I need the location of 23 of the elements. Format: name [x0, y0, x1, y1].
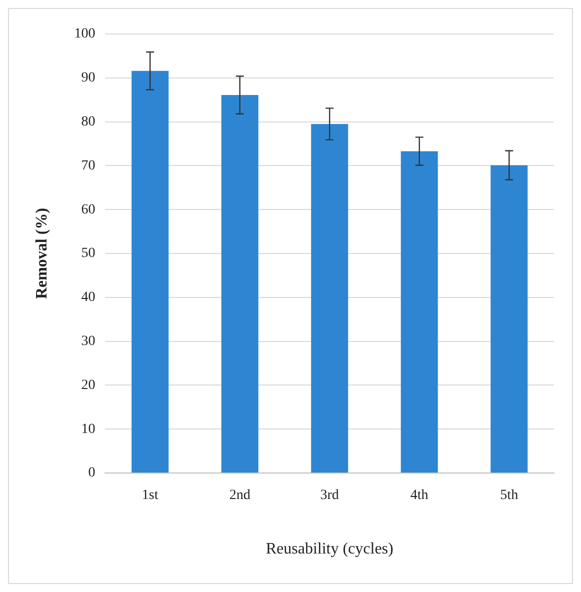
- bar: [490, 165, 528, 472]
- y-tick-label: 40: [81, 290, 96, 306]
- x-tick-label: 5th: [500, 488, 518, 504]
- y-tick-label: 90: [81, 70, 96, 86]
- y-tick-label: 0: [88, 466, 96, 481]
- bar: [221, 95, 258, 472]
- y-tick-label: 30: [81, 334, 96, 349]
- y-tick-label: 20: [81, 378, 96, 393]
- y-tick-label: 100: [74, 26, 96, 42]
- y-tick-label: 60: [81, 202, 96, 218]
- x-tick-label: 2nd: [229, 488, 250, 504]
- y-tick-label: 80: [81, 114, 96, 130]
- x-axis-title: Reusability (cycles): [266, 540, 394, 558]
- y-tick-label: 10: [81, 422, 96, 437]
- bar: [132, 70, 169, 472]
- y-tick-label: 70: [81, 158, 96, 174]
- bar: [400, 151, 438, 472]
- x-tick-label: 3rd: [320, 488, 339, 504]
- x-tick-label: 4th: [410, 488, 428, 504]
- y-axis-title: Removal (%): [34, 208, 51, 300]
- bar: [311, 124, 348, 472]
- x-tick-label: 1st: [142, 488, 158, 504]
- y-tick-label: 50: [81, 246, 96, 262]
